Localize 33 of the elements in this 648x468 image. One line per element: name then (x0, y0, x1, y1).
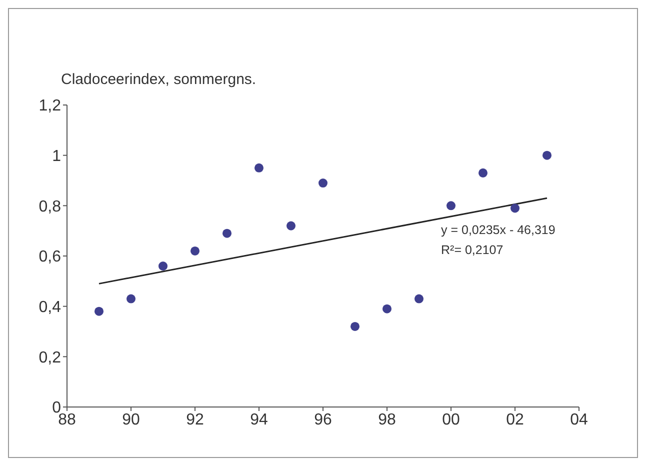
x-tick-label: 04 (570, 411, 588, 428)
x-tick-label: 02 (506, 411, 524, 428)
x-tick-label: 94 (250, 411, 268, 428)
y-tick-label: 1,2 (38, 98, 62, 115)
point (542, 150, 552, 160)
y-tick-label: 0,8 (38, 198, 62, 216)
point (414, 294, 424, 304)
point (286, 221, 296, 230)
x-tick-label: 96 (314, 411, 332, 428)
y-tick-label: 0,2 (38, 349, 62, 366)
y-tick-label: 0,4 (38, 299, 62, 316)
point (350, 322, 360, 331)
point (510, 204, 520, 213)
x-tick-label: 92 (186, 411, 204, 428)
point (158, 262, 168, 271)
chart-title: Cladoceerindex, sommergns. (61, 71, 256, 88)
point (382, 304, 392, 314)
point (94, 306, 104, 316)
y-tick-label: 1 (52, 148, 62, 166)
point (446, 201, 456, 210)
annotation: R²= 0,2107 (441, 243, 504, 257)
x-tick-label: 98 (378, 411, 396, 428)
y-tick-label: 0,6 (38, 248, 62, 266)
x-tick-label: 90 (122, 411, 140, 428)
point (318, 178, 328, 188)
point (254, 163, 264, 172)
x-tick-label: 00 (442, 411, 460, 428)
point (126, 294, 136, 304)
point (222, 228, 232, 238)
point (478, 168, 488, 178)
x-tick-label: 88 (58, 411, 76, 428)
point (190, 246, 200, 256)
annotation: y = 0,0235x - 46,319 (441, 223, 556, 237)
